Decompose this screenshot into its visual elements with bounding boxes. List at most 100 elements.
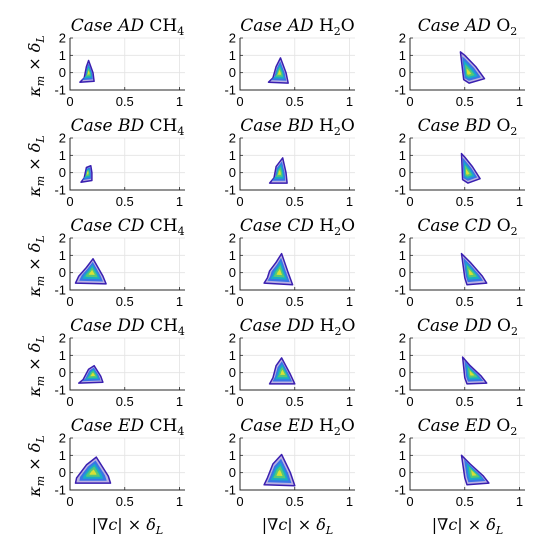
x-tick-label: 0 — [66, 94, 73, 109]
y-tick-label: 1 — [59, 48, 66, 63]
y-tick-label: 0 — [229, 465, 236, 480]
x-tick-label: 1 — [516, 394, 523, 409]
y-tick-label: 1 — [59, 148, 66, 163]
x-tick-label: 0 — [406, 394, 413, 409]
x-tick-label: 0 — [406, 294, 413, 309]
y-tick-label: 2 — [229, 231, 236, 246]
y-axis-label: κm × δL — [25, 235, 47, 297]
x-tick-label: 1 — [516, 94, 523, 109]
x-tick-label: 1 — [516, 194, 523, 209]
contour-level-5 — [280, 369, 286, 375]
x-tick-label: 1 — [346, 394, 353, 409]
x-tick-label: 0 — [66, 494, 73, 509]
x-tick-label: 0.5 — [116, 494, 134, 509]
y-tick-label: -1 — [224, 383, 236, 398]
y-tick-label: -1 — [54, 283, 66, 298]
y-tick-label: 1 — [229, 48, 236, 63]
y-tick-label: 1 — [399, 248, 406, 263]
contour-level-4 — [468, 466, 480, 478]
x-tick-label: 1 — [346, 194, 353, 209]
y-tick-label: 2 — [399, 31, 406, 46]
panel-title: Case CD H2O — [240, 216, 355, 238]
x-tick-label: 0.5 — [116, 294, 134, 309]
x-tick-label: 1 — [346, 94, 353, 109]
panel-title: Case DD H2O — [240, 316, 356, 338]
x-tick-label: 1 — [346, 294, 353, 309]
y-tick-label: -1 — [394, 283, 406, 298]
x-tick-label: 0.5 — [286, 194, 304, 209]
panel-title: Case ED CH4 — [71, 416, 185, 438]
y-tick-label: -1 — [394, 183, 406, 198]
x-tick-label: 1 — [346, 494, 353, 509]
x-tick-label: 0.5 — [456, 294, 474, 309]
panel-title: Case ED H2O — [240, 416, 355, 438]
y-tick-label: 2 — [59, 431, 66, 446]
x-tick-label: 0.5 — [456, 194, 474, 209]
y-tick-label: 2 — [59, 231, 66, 246]
contour-level-4 — [466, 265, 477, 278]
x-tick-label: 0 — [66, 294, 73, 309]
y-axis-label: κm × δL — [25, 335, 47, 397]
contour-level-5 — [277, 169, 281, 175]
contour-level-5 — [90, 372, 95, 377]
y-tick-label: 0 — [59, 165, 66, 180]
contour-level-5 — [469, 370, 475, 376]
x-tick-label: 0 — [236, 394, 243, 409]
x-tick-label: 1 — [176, 94, 183, 109]
y-tick-label: 0 — [59, 465, 66, 480]
y-tick-label: 2 — [229, 331, 236, 346]
y-tick-label: 1 — [229, 148, 236, 163]
y-tick-label: 2 — [229, 131, 236, 146]
y-tick-label: 1 — [229, 448, 236, 463]
x-tick-label: 0.5 — [456, 494, 474, 509]
panel-title: Case BD CH4 — [71, 116, 185, 138]
y-tick-label: 0 — [399, 265, 406, 280]
y-tick-label: 2 — [399, 231, 406, 246]
y-tick-label: -1 — [224, 483, 236, 498]
x-tick-label: 0.5 — [456, 394, 474, 409]
x-tick-label: 0 — [66, 194, 73, 209]
x-tick-label: 0 — [236, 294, 243, 309]
panel-title: Case DD CH4 — [70, 316, 185, 338]
x-tick-label: 0.5 — [286, 94, 304, 109]
panel-title: Case BD H2O — [240, 116, 355, 138]
y-tick-label: 0 — [59, 65, 66, 80]
y-tick-label: -1 — [224, 83, 236, 98]
y-tick-label: 2 — [59, 31, 66, 46]
axes-frame — [239, 238, 355, 291]
panel-title: Case CD O2 — [417, 216, 517, 238]
contour-level-5 — [471, 469, 477, 476]
y-tick-label: -1 — [394, 483, 406, 498]
x-tick-label: 1 — [176, 194, 183, 209]
y-tick-label: 2 — [399, 431, 406, 446]
x-tick-label: 0.5 — [286, 394, 304, 409]
y-axis-label: κm × δL — [25, 435, 47, 497]
y-tick-label: 1 — [229, 248, 236, 263]
contour-level-5 — [276, 268, 283, 276]
x-tick-label: 0.5 — [116, 94, 134, 109]
y-tick-label: 0 — [229, 365, 236, 380]
contour-level-5 — [465, 168, 470, 175]
panel-title: Case AD O2 — [418, 16, 518, 38]
contour-level-5 — [89, 469, 97, 475]
y-tick-label: 1 — [229, 348, 236, 363]
y-tick-label: 1 — [399, 348, 406, 363]
contour-level-5 — [466, 68, 472, 75]
x-tick-label: 0 — [406, 194, 413, 209]
axes-frame — [239, 338, 355, 391]
x-axis-label: |∇c| × δL — [92, 515, 163, 537]
contour-level-5 — [468, 268, 474, 276]
x-tick-label: 0 — [236, 194, 243, 209]
x-tick-label: 0 — [406, 94, 413, 109]
